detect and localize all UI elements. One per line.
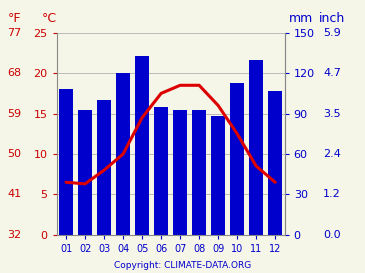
Bar xyxy=(97,100,111,235)
Bar xyxy=(268,91,282,235)
Text: 32: 32 xyxy=(8,230,22,240)
Bar xyxy=(78,109,92,235)
Bar xyxy=(230,83,244,235)
Text: 5.9: 5.9 xyxy=(323,28,341,38)
Text: 1.2: 1.2 xyxy=(323,189,341,199)
Bar xyxy=(192,109,206,235)
Bar xyxy=(211,116,225,235)
Text: 41: 41 xyxy=(8,189,22,199)
Text: 4.7: 4.7 xyxy=(323,68,341,78)
Text: Copyright: CLIMATE-DATA.ORG: Copyright: CLIMATE-DATA.ORG xyxy=(114,261,251,270)
Text: 68: 68 xyxy=(8,68,22,78)
Text: inch: inch xyxy=(319,11,345,25)
Bar xyxy=(116,73,130,235)
Text: mm: mm xyxy=(289,11,313,25)
Text: 3.5: 3.5 xyxy=(323,109,341,118)
Text: 77: 77 xyxy=(7,28,22,38)
Bar xyxy=(249,60,263,235)
Bar xyxy=(135,56,149,235)
Bar xyxy=(173,109,187,235)
Text: °C: °C xyxy=(42,11,57,25)
Text: 0.0: 0.0 xyxy=(323,230,341,240)
Text: 2.4: 2.4 xyxy=(323,149,341,159)
Bar xyxy=(59,89,73,235)
Text: 50: 50 xyxy=(8,149,22,159)
Bar xyxy=(154,107,168,235)
Text: °F: °F xyxy=(8,11,21,25)
Text: 59: 59 xyxy=(8,109,22,118)
